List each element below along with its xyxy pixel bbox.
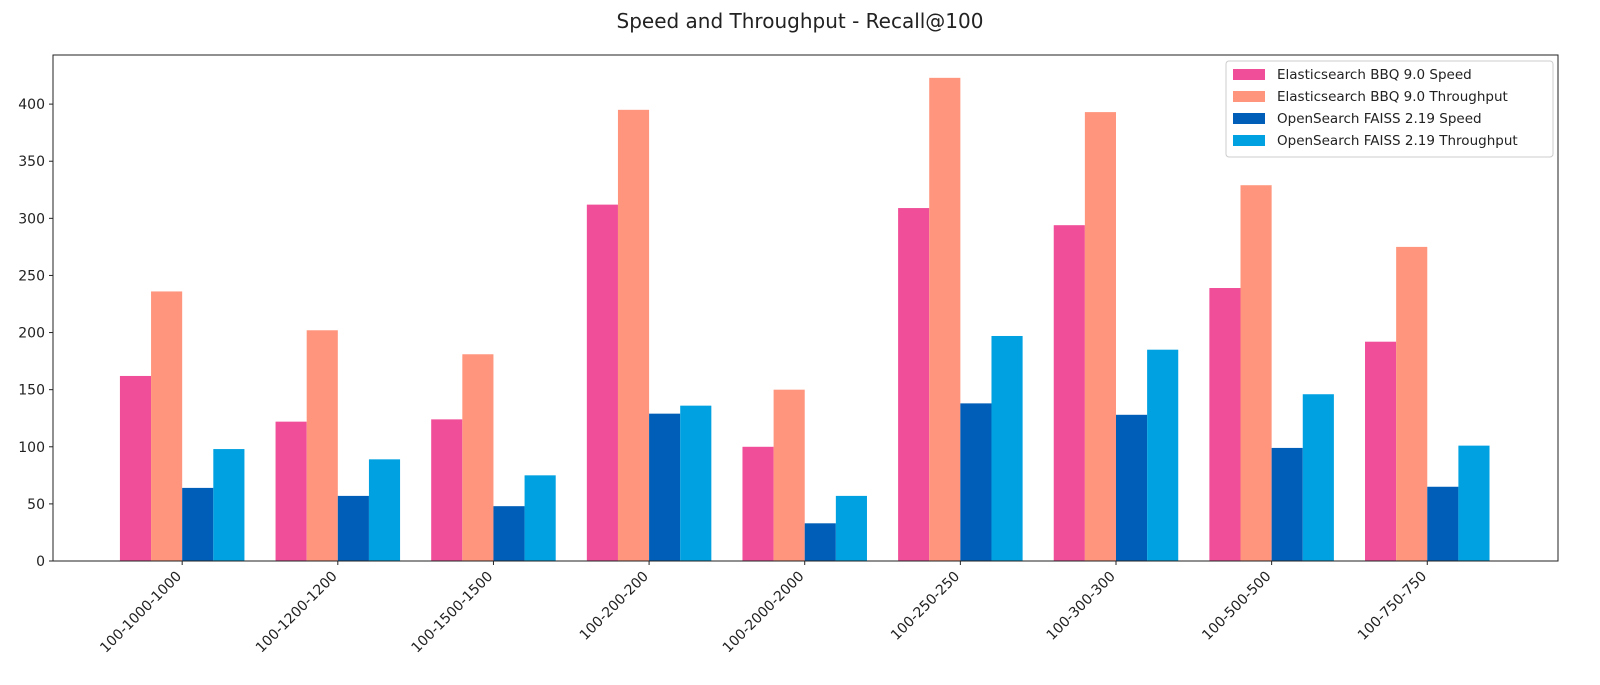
y-tick-label: 200 <box>18 326 45 342</box>
y-tick-label: 250 <box>18 268 45 284</box>
x-tick-label: 100-300-300 <box>1044 569 1119 644</box>
bar-1-3 <box>617 109 650 562</box>
bar-0-3 <box>586 204 618 561</box>
legend-swatch <box>1233 69 1265 80</box>
x-tick-label: 100-1500-1500 <box>409 569 497 657</box>
bar-1-7 <box>1240 185 1272 561</box>
legend-swatch <box>1233 91 1265 102</box>
bar-2-7 <box>1271 447 1303 561</box>
x-tick-label: 100-250-250 <box>888 569 963 644</box>
bar-0-8 <box>1365 341 1397 561</box>
bar-0-6 <box>1053 225 1085 561</box>
bar-3-7 <box>1302 394 1334 561</box>
bar-2-5 <box>960 403 992 561</box>
bar-3-5 <box>991 335 1023 561</box>
bar-2-6 <box>1115 414 1148 561</box>
bar-1-5 <box>929 77 961 562</box>
bar-3-8 <box>1458 445 1490 561</box>
y-tick-label: 0 <box>36 554 45 570</box>
bar-0-4 <box>742 446 774 561</box>
y-axis: 0 50 100 150 200 250 300 350 400 <box>18 97 53 570</box>
y-tick-label: 350 <box>18 154 45 170</box>
x-tick-label: 100-500-500 <box>1199 569 1274 644</box>
y-tick-label: 400 <box>18 97 45 113</box>
bar-1-4 <box>773 389 805 561</box>
bar-1-8 <box>1396 246 1428 561</box>
bar-3-4 <box>835 495 867 561</box>
bar-2-2 <box>493 506 525 561</box>
bar-3-6 <box>1147 349 1179 561</box>
y-tick-label: 100 <box>18 440 45 456</box>
bar-0-2 <box>431 419 463 561</box>
legend-box <box>1225 60 1554 158</box>
x-tick-label: 100-1000-1000 <box>97 569 185 657</box>
bar-3-1 <box>368 459 401 561</box>
y-tick-label: 150 <box>18 383 45 399</box>
x-tick-label: 100-750-750 <box>1355 569 1430 644</box>
bars-layer <box>119 77 1490 562</box>
bar-3-2 <box>524 475 556 561</box>
bar-2-1 <box>337 495 369 561</box>
legend-label: OpenSearch FAISS 2.19 Throughput <box>1277 133 1518 149</box>
bar-1-0 <box>151 291 183 561</box>
chart-title: Speed and Throughput - Recall@100 <box>617 9 984 33</box>
bar-3-0 <box>213 449 245 561</box>
bar-3-3 <box>680 405 712 561</box>
bar-1-6 <box>1084 112 1116 562</box>
x-tick-label: 100-2000-2000 <box>720 569 808 657</box>
bar-1-2 <box>462 354 494 561</box>
x-axis: 100-1000-1000 100-1200-1200 100-1500-1500 1… <box>97 561 1430 656</box>
bar-0-5 <box>898 208 930 561</box>
bar-1-1 <box>306 330 338 561</box>
bar-2-4 <box>804 523 836 561</box>
bar-0-0 <box>119 375 152 561</box>
legend: Elasticsearch BBQ 9.0 Speed Elasticsearch… <box>1225 60 1554 158</box>
y-tick-label: 300 <box>18 211 45 227</box>
bar-2-0 <box>182 487 214 561</box>
legend-label: Elasticsearch BBQ 9.0 Speed <box>1277 67 1472 83</box>
legend-label: OpenSearch FAISS 2.19 Speed <box>1277 111 1482 127</box>
legend-label: Elasticsearch BBQ 9.0 Throughput <box>1277 89 1508 105</box>
bar-0-1 <box>275 421 307 561</box>
x-tick-label: 100-1200-1200 <box>253 569 341 657</box>
y-tick-label: 50 <box>27 497 45 513</box>
bar-2-8 <box>1427 486 1459 561</box>
bar-0-7 <box>1209 288 1241 561</box>
legend-swatch <box>1233 113 1265 124</box>
bar-2-3 <box>649 413 681 561</box>
x-tick-label: 100-200-200 <box>577 569 652 644</box>
legend-swatch <box>1233 135 1265 146</box>
plot-frame <box>52 54 1559 562</box>
